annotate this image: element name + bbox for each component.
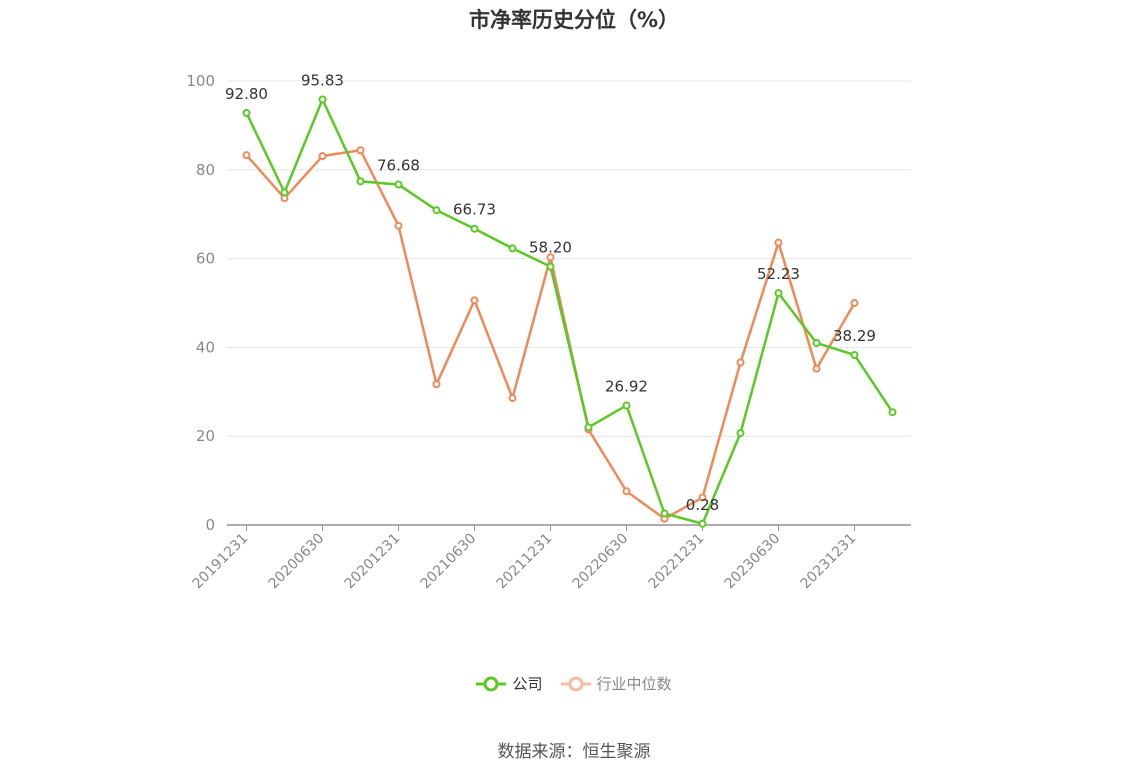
data-point-company: [280, 188, 289, 197]
data-point-company: [394, 180, 403, 189]
data-label: 76.68: [377, 157, 420, 175]
y-tick-label: 20: [196, 427, 215, 445]
x-tick-label: 20221231: [646, 531, 708, 593]
data-point-industry: [622, 487, 631, 496]
data-point-industry: [850, 299, 859, 307]
y-tick-label: 0: [205, 516, 215, 534]
data-point-company: [242, 108, 251, 117]
series-line-company: [245, 98, 894, 526]
data-label: 38.29: [833, 327, 876, 345]
data-point-industry: [356, 146, 365, 155]
data-point-industry: [546, 253, 555, 262]
data-point-industry: [698, 493, 707, 502]
x-tick-label: 20191231: [190, 531, 252, 593]
legend-label-industry: 行业中位数: [596, 675, 672, 693]
y-tick-label: 100: [186, 72, 215, 90]
data-label: 95.83: [301, 72, 344, 90]
data-point-industry: [394, 221, 403, 230]
data-point-company: [622, 401, 631, 410]
legend-label-company: 公司: [512, 675, 543, 693]
data-label: 92.80: [225, 85, 268, 103]
chart-legend: 公司 行业中位数: [0, 673, 1148, 694]
data-point-company: [698, 519, 707, 528]
data-point-company: [546, 262, 555, 271]
data-label: 52.23: [757, 265, 800, 283]
x-tick-label: 20231231: [798, 531, 860, 593]
x-tick-label: 20200630: [266, 531, 328, 593]
data-point-company: [432, 206, 441, 215]
data-point-industry: [812, 364, 821, 373]
data-point-company: [470, 224, 479, 233]
y-tick-label: 40: [196, 338, 215, 356]
data-point-company: [850, 350, 859, 359]
chart-title: 市净率历史分位（%）: [468, 8, 680, 32]
x-tick-label: 20211231: [494, 531, 556, 593]
data-label: 0.28: [686, 496, 719, 514]
x-tick-label: 20230630: [722, 531, 784, 593]
data-point-company: [774, 289, 783, 298]
data-point-industry: [508, 394, 517, 403]
data-point-company: [736, 429, 745, 438]
series-line-industry: [245, 149, 856, 521]
company-line-icon: [476, 676, 507, 691]
data-point-company: [660, 509, 669, 518]
data-point-industry: [318, 152, 327, 161]
y-tick-label: 80: [196, 161, 215, 179]
data-point-company: [888, 408, 897, 417]
data-point-industry: [470, 296, 479, 305]
data-point-company: [356, 177, 365, 186]
industry-line-icon: [560, 676, 591, 691]
data-label: 58.20: [529, 239, 572, 257]
data-source: 数据来源：恒生聚源: [497, 742, 651, 762]
x-tick-label: 20220630: [570, 531, 632, 593]
x-tick-label: 20201231: [342, 531, 404, 593]
data-point-company: [508, 244, 517, 253]
data-label: 66.73: [453, 201, 496, 219]
data-label: 26.92: [605, 377, 648, 395]
x-tick-label: 20210630: [418, 531, 480, 593]
y-tick-label: 60: [196, 250, 215, 268]
legend-item-company[interactable]: 公司: [476, 673, 543, 694]
legend-item-industry[interactable]: 行业中位数: [560, 673, 672, 694]
data-point-company: [318, 95, 327, 104]
data-point-industry: [736, 358, 745, 367]
data-point-industry: [242, 151, 251, 160]
data-point-company: [584, 423, 593, 432]
data-point-industry: [774, 238, 783, 247]
data-point-company: [812, 338, 821, 347]
data-point-industry: [432, 380, 441, 389]
